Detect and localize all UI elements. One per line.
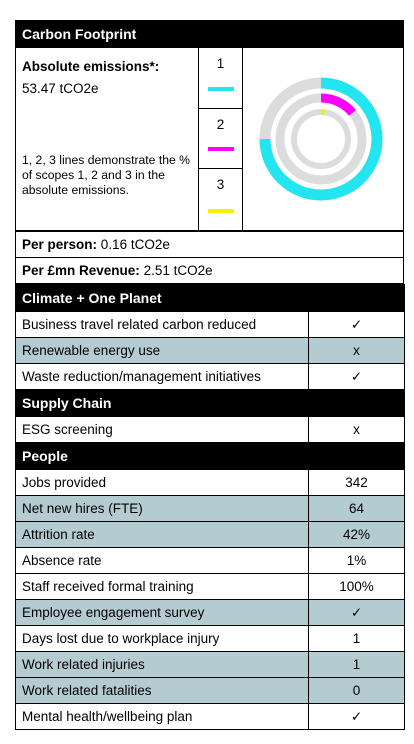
per-person-value: 0.16 tCO2e — [100, 237, 170, 252]
metric-value: 342 — [307, 469, 406, 496]
per-revenue-value: 2.51 tCO2e — [143, 263, 213, 278]
metric-value: 100% — [307, 573, 406, 600]
metric-value: ✓ — [307, 599, 406, 626]
metric-label: ESG screening — [15, 416, 309, 443]
metric-label: Waste reduction/management initiatives — [15, 363, 309, 390]
scope-key-label: 3 — [216, 177, 225, 193]
per-person-row: Per person: 0.16 tCO2e — [15, 231, 404, 258]
metric-value: x — [307, 416, 406, 443]
metric-value: 1 — [307, 625, 406, 652]
metric-label: Attrition rate — [15, 521, 309, 548]
metric-value: 1% — [307, 547, 406, 574]
scope-3-ring-track — [291, 109, 351, 169]
metric-value: 42% — [307, 521, 406, 548]
metric-label: Net new hires (FTE) — [15, 495, 309, 522]
carbon-header-table: Carbon Footprint — [15, 20, 404, 48]
metric-value: x — [307, 337, 406, 364]
climate-section-title: Climate + One Planet — [14, 284, 406, 312]
metric-value: ✓ — [307, 363, 406, 390]
people-section-title: People — [14, 442, 406, 470]
metric-value: ✓ — [307, 703, 406, 730]
scope-2-ring-arc — [320, 93, 357, 116]
scope-2-swatch — [208, 147, 234, 152]
metric-value: 0 — [307, 677, 406, 704]
supply-section-title: Supply Chain — [14, 389, 406, 417]
metric-label: Business travel related carbon reduced — [15, 311, 309, 338]
esg-summary-sheet: Carbon Footprint Absolute emissions*: 53… — [14, 20, 406, 730]
metric-value: ✓ — [307, 311, 406, 338]
carbon-footprint-panel: Absolute emissions*: 53.47 tCO2e 1, 2, 3… — [15, 48, 404, 231]
absolute-emissions-cell: Absolute emissions*: 53.47 tCO2e 1, 2, 3… — [16, 48, 199, 230]
carbon-intensity-table: Per person: 0.16 tCO2e Per £mn Revenue: … — [15, 231, 404, 284]
scopes-note: 1, 2, 3 lines demonstrate the % of scope… — [22, 153, 191, 197]
scope-key-2: 2 — [199, 109, 242, 170]
metrics-table: Climate + One Planet Business travel rel… — [14, 284, 406, 730]
scope-ring-chart — [243, 48, 403, 230]
scope-rings-svg — [259, 77, 383, 201]
scope-key-label: 1 — [216, 56, 225, 71]
scope-1-swatch — [208, 86, 234, 91]
per-revenue-row: Per £mn Revenue: 2.51 tCO2e — [15, 257, 404, 284]
scope-1-ring-arc — [259, 77, 383, 201]
scope-legend: 1 2 3 — [199, 48, 243, 230]
absolute-emissions-label: Absolute emissions*: — [22, 59, 160, 74]
metric-label: Employee engagement survey — [15, 599, 309, 626]
metric-label: Mental health/wellbeing plan — [15, 703, 309, 730]
per-revenue-label: Per £mn Revenue: — [22, 263, 140, 278]
metric-label: Jobs provided — [15, 469, 309, 496]
carbon-footprint-title: Carbon Footprint — [15, 20, 404, 48]
scope-key-1: 1 — [199, 48, 242, 109]
per-person-label: Per person: — [22, 237, 98, 252]
scope-key-3: 3 — [199, 169, 242, 230]
scope-key-label: 2 — [216, 116, 225, 132]
metric-value: 64 — [307, 495, 406, 522]
absolute-emissions-value: 53.47 tCO2e — [22, 81, 99, 96]
metric-label: Work related fatalities — [15, 677, 309, 704]
metric-label: Work related injuries — [15, 651, 309, 678]
metric-label: Days lost due to workplace injury — [15, 625, 309, 652]
scope-3-swatch — [208, 208, 234, 213]
metric-label: Renewable energy use — [15, 337, 309, 364]
metric-value: 1 — [307, 651, 406, 678]
metric-label: Staff received formal training — [15, 573, 309, 600]
metric-label: Absence rate — [15, 547, 309, 574]
